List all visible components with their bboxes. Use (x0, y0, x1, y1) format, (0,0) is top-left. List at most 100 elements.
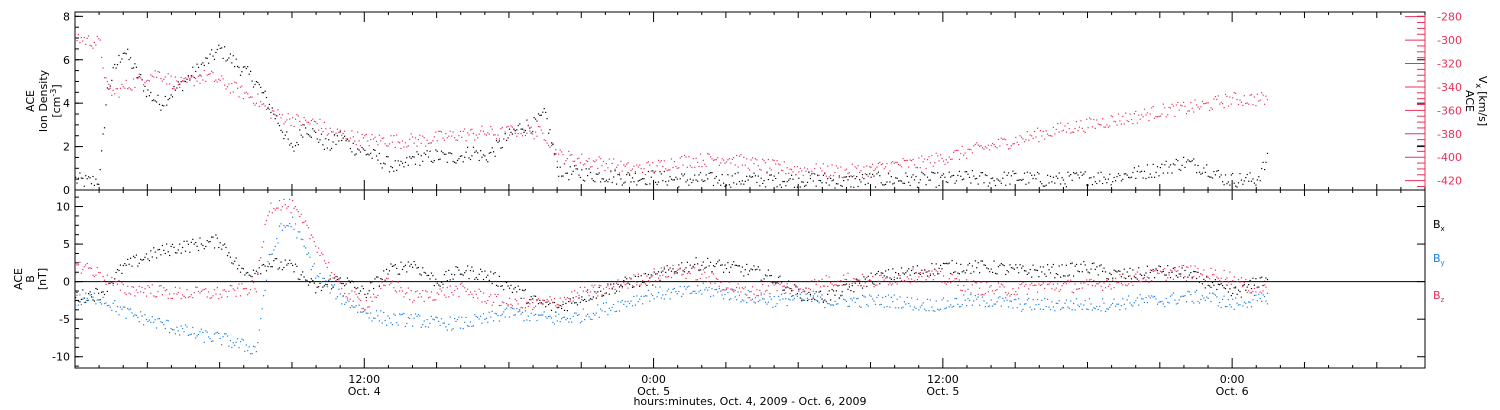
panel-1-series-1-point (335, 298, 337, 300)
panel-1-series-0-point (205, 245, 207, 248)
panel-0-series-1-point (208, 73, 210, 75)
panel-1-series-1-point (620, 301, 622, 303)
panel-1-series-1-point (114, 300, 116, 302)
panel-1-series-2-point (480, 290, 482, 292)
panel-0-series-1-point (704, 163, 706, 165)
panel-1-series-0-point (747, 273, 749, 276)
panel-0-series-0-point (903, 182, 905, 184)
panel-0-series-1-point (708, 153, 710, 155)
panel-1-series-2-point (1246, 291, 1248, 294)
panel-0-series-0-point (1107, 178, 1109, 180)
panel-1-series-0-point (367, 293, 369, 295)
panel-1-series-0-point (267, 265, 269, 268)
panel-0-series-1-point (1126, 120, 1128, 122)
panel-1-series-2-point (355, 293, 357, 295)
panel-0-series-1-point (1099, 124, 1101, 126)
panel-0-series-1-point (410, 133, 412, 135)
panel-1-series-1-point (785, 298, 787, 300)
panel-1-series-0-point (710, 261, 712, 263)
panel-1-series-0-point (851, 285, 853, 287)
panel-0-series-1-point (511, 126, 513, 128)
panel-1-series-1-point (953, 305, 955, 307)
panel-1-series-1-point (552, 321, 554, 323)
panel-1-series-1-point (1026, 299, 1028, 301)
panel-1-series-2-point (427, 297, 430, 299)
panel-1-series-2-point (226, 296, 229, 298)
panel-1-series-2-point (1094, 285, 1096, 287)
panel-1-series-1-point (767, 301, 769, 303)
panel-0-series-1-point (454, 137, 456, 139)
panel-1-series-1-point (211, 340, 213, 342)
panel-0-series-1-point (898, 164, 900, 166)
panel-1-series-0-point (371, 281, 373, 283)
panel-0-series-0-point (1103, 176, 1105, 178)
panel-0-series-0-point (281, 131, 283, 133)
panel-0-series-1-point (1070, 132, 1072, 134)
panel-1-series-0-point (900, 267, 903, 269)
panel-0-series-0-point (516, 129, 518, 131)
panel-1-series-2-point (963, 285, 965, 287)
panel-0-series-1-point (983, 148, 985, 150)
panel-0-series-1-point (79, 42, 81, 44)
panel-0-series-1-point (893, 162, 895, 164)
panel-1-series-1-point (1217, 305, 1219, 307)
panel-0-series-0-point (1091, 184, 1093, 186)
panel-0-series-1-point (1171, 103, 1173, 105)
panel-0-series-0-point (1239, 173, 1241, 175)
panel-0-series-0-point (922, 173, 924, 175)
panel-1-series-2-point (866, 276, 868, 279)
panel-1-series-2-point (830, 282, 832, 284)
panel-0-series-0-point (212, 55, 214, 57)
panel-0-series-1-point (273, 110, 275, 112)
panel-1-series-0-point (791, 290, 793, 292)
panel-1-series-0-point (821, 298, 823, 300)
panel-0-series-1-point (1042, 130, 1044, 132)
panel-0-series-1-point (843, 176, 845, 178)
panel-1-series-2-point (219, 293, 221, 295)
panel-0-series-1-point (1204, 102, 1206, 105)
panel-0-series-1-point (362, 137, 364, 139)
panel-1-series-1-point (459, 327, 461, 329)
panel-1-series-0-point (386, 268, 388, 270)
panel-1-series-1-point (219, 337, 221, 340)
panel-1-series-1-point (766, 303, 768, 305)
panel-1-series-2-point (299, 216, 301, 218)
panel-0-series-1-point (409, 138, 411, 140)
panel-1-series-0-point (368, 290, 370, 292)
panel-1-series-1-point (432, 318, 434, 320)
panel-0-series-1-point (986, 147, 988, 149)
panel-0-series-1-point (283, 123, 285, 125)
panel-0-series-0-point (92, 175, 94, 178)
panel-0-series-1-point (1214, 96, 1216, 98)
panel-1-series-0-point (170, 245, 172, 247)
panel-1-series-0-point (1047, 264, 1049, 266)
panel-1-series-1-point (425, 326, 427, 328)
panel-1-series-1-point (1003, 300, 1005, 302)
panel-0-series-0-point (876, 173, 878, 175)
panel-1-series-1-point (469, 321, 472, 323)
panel-0-series-0-point (355, 153, 357, 155)
panel-1-series-0-point (649, 277, 651, 279)
panel-0-series-1-point (539, 126, 541, 128)
panel-0-series-0-point (1049, 175, 1052, 177)
panel-1-series-1-point (263, 295, 265, 297)
panel-0-series-1-point (346, 138, 349, 140)
panel-1-series-2-point (725, 287, 728, 289)
panel-0-series-1-point (1009, 147, 1011, 149)
panel-1-series-1-point (977, 296, 979, 298)
panel-1-series-2-point (926, 271, 929, 273)
panel-0-series-1-point (1006, 144, 1008, 146)
panel-1-series-0-point (1026, 273, 1028, 275)
panel-1-series-0-point (90, 296, 93, 298)
panel-1-series-0-point (1149, 271, 1151, 274)
panel-1-series-0-point (310, 278, 312, 280)
panel-0-series-0-point (195, 70, 197, 72)
panel-0-series-1-point (529, 130, 531, 132)
panel-0-series-0-point (433, 160, 435, 162)
panel-0-series-0-point (1183, 156, 1185, 158)
panel-1-series-1-point (970, 294, 972, 296)
panel-0-series-1-point (407, 145, 409, 147)
panel-0-series-1-point (170, 75, 172, 77)
panel-1-series-0-point (1107, 278, 1109, 280)
panel-0-series-0-point (967, 173, 969, 175)
